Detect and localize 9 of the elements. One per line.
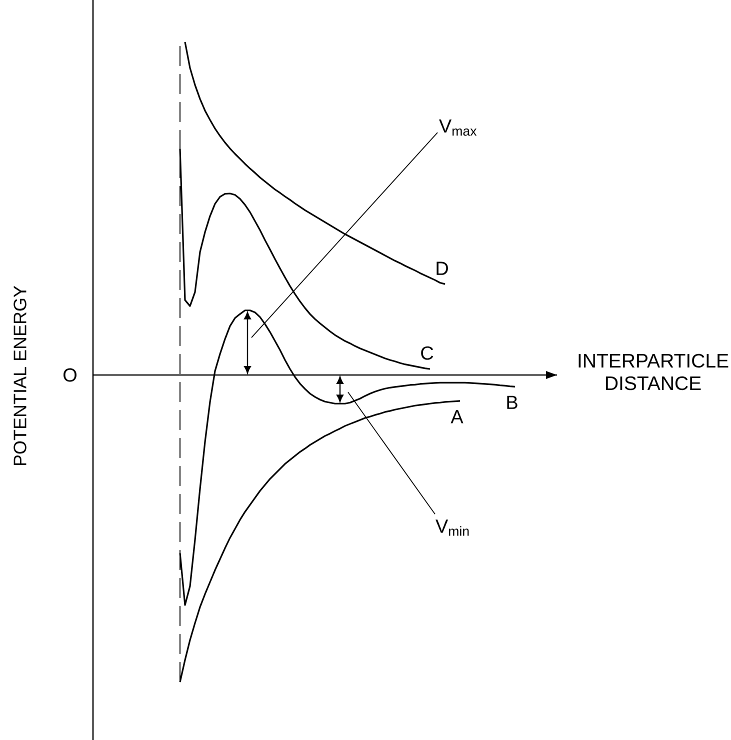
annotation: V$_{max}$ [439,119,477,136]
series-label: D [436,262,448,275]
series-label: C [421,346,434,360]
text: O [64,368,76,382]
annotation: V$_{min}$ [436,520,469,536]
x-axis-title: INTERPARTICLE DISTANCE [578,354,728,390]
text: POTENTIAL ENERGY [14,286,26,466]
series-label: B [507,396,518,409]
series-label: A [450,410,464,424]
